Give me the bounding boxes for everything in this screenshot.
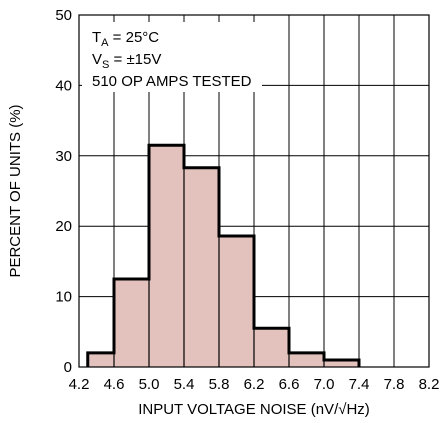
histogram-bar-4: [219, 236, 254, 367]
y-tick-label-0: 0: [64, 359, 72, 376]
y-tick-label-5: 50: [55, 7, 72, 24]
y-tick-label-4: 40: [55, 77, 72, 94]
histogram-bar-3: [184, 167, 219, 367]
histogram-bar-1: [114, 279, 149, 367]
x-axis-label: INPUT VOLTAGE NOISE (nV/√Hz): [138, 401, 370, 418]
histogram-bar-2: [149, 145, 184, 367]
histogram-bars: [86, 143, 361, 367]
y-tick-labels: 0 10 20 30 40 50: [55, 7, 72, 376]
annotation-vs: VS = ±15V: [92, 51, 161, 71]
plot-frame: [78, 14, 430, 368]
x-tick-label-8: 7.4: [349, 376, 370, 393]
y-axis-label: PERCENT OF UNITS (%): [7, 104, 24, 277]
annotation-count: 510 OP AMPS TESTED: [92, 73, 252, 90]
annotation-background: [82, 22, 262, 92]
histogram-outline: [86, 143, 361, 367]
y-tick-label-2: 20: [55, 218, 72, 235]
x-tick-label-9: 7.8: [384, 376, 405, 393]
x-tick-label-1: 4.6: [104, 376, 125, 393]
x-tick-label-10: 8.2: [419, 376, 440, 393]
x-tick-label-7: 7.0: [314, 376, 335, 393]
histogram-bar-7: [324, 359, 359, 367]
x-tick-label-6: 6.6: [279, 376, 300, 393]
x-tick-label-3: 5.4: [174, 376, 195, 393]
x-tick-label-5: 6.2: [244, 376, 265, 393]
histogram-bar-6: [289, 352, 324, 367]
y-tick-label-3: 30: [55, 148, 72, 165]
x-tick-labels: 4.2 4.6 5.0 5.4 5.8 6.2 6.6 7.0 7.4 7.8 8.2: [69, 376, 440, 393]
histogram-bar-0: [87, 352, 114, 367]
annotation-ta: TA = 25°C: [92, 29, 159, 49]
y-tick-label-1: 10: [55, 289, 72, 306]
x-tick-label-0: 4.2: [69, 376, 90, 393]
x-tick-label-4: 5.8: [209, 376, 230, 393]
x-tick-label-2: 5.0: [139, 376, 160, 393]
histogram-bar-5: [254, 328, 289, 367]
